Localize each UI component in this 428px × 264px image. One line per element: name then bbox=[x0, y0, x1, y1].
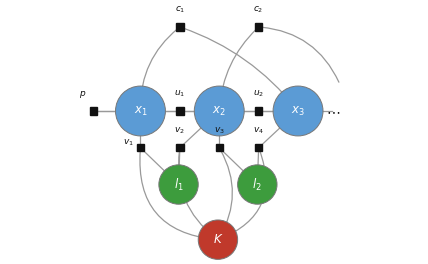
FancyArrowPatch shape bbox=[140, 150, 215, 239]
Bar bbox=[176, 144, 184, 152]
Text: $u_2$: $u_2$ bbox=[253, 89, 264, 99]
Bar bbox=[255, 144, 262, 152]
Bar bbox=[89, 107, 97, 115]
Text: $c_2$: $c_2$ bbox=[253, 5, 264, 15]
Bar bbox=[176, 107, 184, 115]
FancyArrowPatch shape bbox=[220, 150, 266, 239]
Text: $K$: $K$ bbox=[213, 233, 223, 246]
Text: $v_1$: $v_1$ bbox=[123, 137, 134, 148]
Circle shape bbox=[159, 165, 198, 204]
Circle shape bbox=[198, 220, 238, 259]
Bar bbox=[216, 144, 223, 152]
Text: $u_1$: $u_1$ bbox=[174, 89, 185, 99]
Bar bbox=[255, 23, 262, 31]
Circle shape bbox=[194, 86, 244, 136]
Text: $\cdots$: $\cdots$ bbox=[326, 104, 340, 118]
Text: $v_2$: $v_2$ bbox=[175, 125, 185, 136]
Text: $v_4$: $v_4$ bbox=[253, 125, 264, 136]
Text: $x_3$: $x_3$ bbox=[291, 105, 305, 117]
Text: $p$: $p$ bbox=[79, 89, 86, 101]
FancyArrowPatch shape bbox=[178, 150, 216, 238]
Text: $x_2$: $x_2$ bbox=[212, 105, 226, 117]
FancyArrowPatch shape bbox=[182, 28, 296, 109]
Text: $x_1$: $x_1$ bbox=[134, 105, 147, 117]
Bar bbox=[255, 107, 262, 115]
FancyArrowPatch shape bbox=[220, 150, 232, 237]
Text: $c_1$: $c_1$ bbox=[175, 5, 185, 15]
Bar bbox=[137, 144, 144, 152]
Text: $l_2$: $l_2$ bbox=[253, 176, 262, 192]
Circle shape bbox=[273, 86, 323, 136]
Circle shape bbox=[238, 165, 277, 204]
FancyArrowPatch shape bbox=[140, 29, 178, 108]
Circle shape bbox=[116, 86, 165, 136]
Text: $l_1$: $l_1$ bbox=[174, 176, 184, 192]
FancyArrowPatch shape bbox=[220, 29, 257, 108]
Text: $v_3$: $v_3$ bbox=[214, 125, 225, 136]
Bar bbox=[176, 23, 184, 31]
